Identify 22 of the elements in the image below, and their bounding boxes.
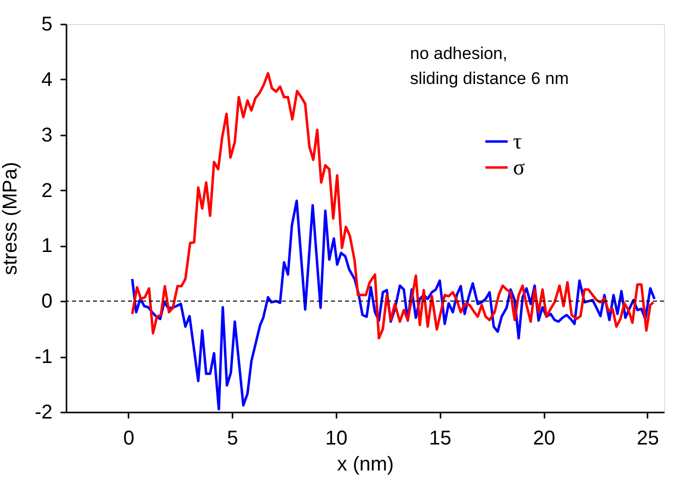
line-series xyxy=(130,72,655,340)
legend-label: σ xyxy=(513,154,525,180)
x-tick-label: 10 xyxy=(325,428,348,450)
y-tick-label: 4 xyxy=(41,68,52,91)
y-axis-title: stress (MPa) xyxy=(0,162,22,276)
x-tick-label: 20 xyxy=(532,428,556,450)
y-tick-label: -2 xyxy=(34,402,52,424)
x-tick-label: 25 xyxy=(636,428,660,450)
y-tick-label: -1 xyxy=(34,346,52,368)
line-series xyxy=(130,200,656,410)
annotation: no adhesion, xyxy=(410,44,508,63)
x-tick-label: 15 xyxy=(429,428,452,450)
x-tick-label: 0 xyxy=(123,428,134,450)
x-tick-label: 5 xyxy=(227,428,238,450)
y-tick-label: 2 xyxy=(41,180,52,202)
y-tick-label: 5 xyxy=(41,14,52,36)
legend-label: τ xyxy=(513,128,522,154)
x-axis-title: x (nm) xyxy=(337,454,394,476)
y-tick-label: 3 xyxy=(41,124,52,146)
annotation: sliding distance 6 nm xyxy=(410,69,569,88)
y-tick-label: 0 xyxy=(41,290,52,313)
y-tick-label: 1 xyxy=(41,235,52,258)
